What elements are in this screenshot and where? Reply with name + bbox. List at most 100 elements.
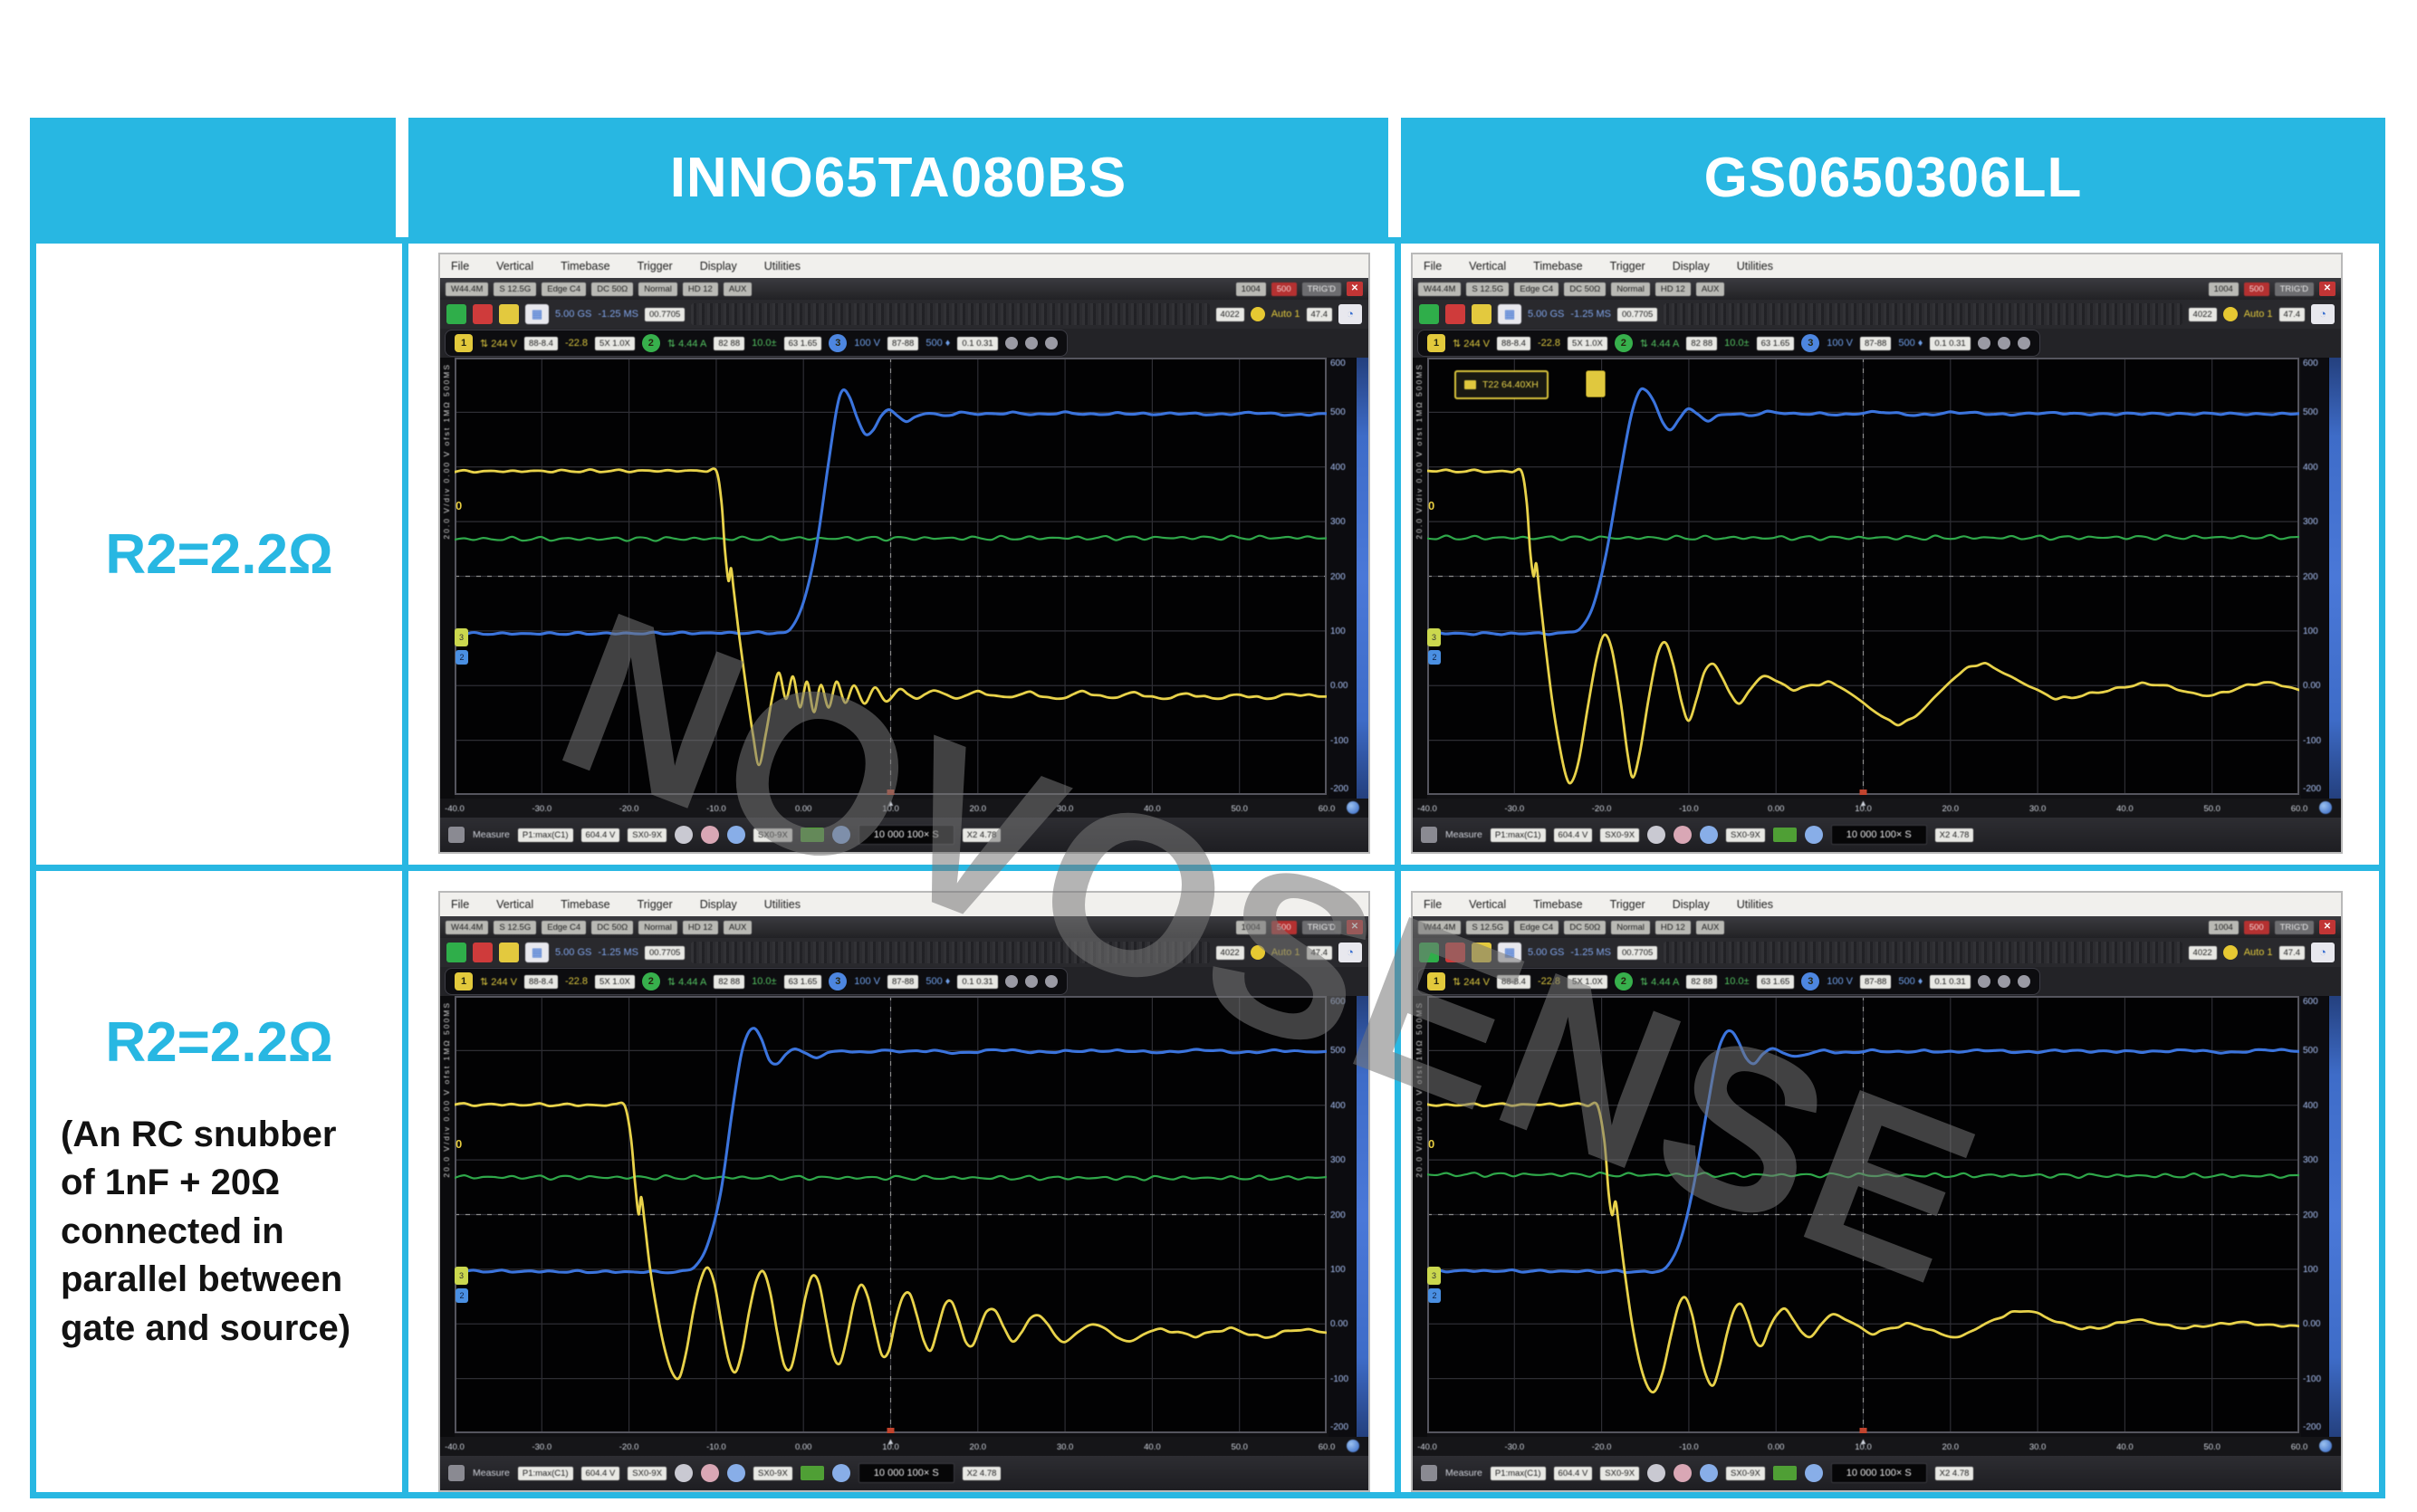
menu-item[interactable]: Vertical [496,898,534,911]
menu-item[interactable]: Vertical [496,260,534,273]
stop-button[interactable] [1445,943,1465,962]
grid-mode-icon[interactable]: ▦ [525,304,549,324]
trigger-level-box[interactable]: 47.4 [2278,945,2305,960]
channel-1-box2[interactable]: 5X 1.0X [595,974,635,989]
trigger-tooltip-button[interactable] [1586,370,1606,397]
touch-icon[interactable] [1804,1464,1823,1482]
aux-box[interactable]: X2 4.78 [962,828,1002,842]
channel-2-box2[interactable]: 63 1.65 [783,974,822,989]
menu-item[interactable]: Trigger [1609,260,1645,273]
trigger-mode-icon[interactable] [1250,945,1265,960]
stop-badge[interactable]: 500 [1271,282,1297,296]
trigger-level-box[interactable]: 47.4 [1306,307,1332,321]
channel-1-chip[interactable]: 1 [1427,334,1445,352]
cursor-box[interactable]: SX0-9X [1726,828,1765,842]
channel-1-box[interactable]: 88-8.4 [1497,336,1530,350]
measure-box-1[interactable]: P1:max(C1) [1490,828,1546,842]
channel-menu-icon[interactable] [2017,975,2030,988]
menu-item[interactable]: Timebase [561,898,610,911]
utility-icon[interactable]: ◔ [2311,943,2335,962]
trigger-level-box[interactable]: 47.4 [2278,307,2305,321]
timebase-box[interactable]: 00.7705 [645,945,686,960]
math-icon[interactable] [1700,826,1719,844]
channel-2-box[interactable]: 82 88 [1686,974,1718,989]
trigger-level-box[interactable]: 47.4 [1306,945,1332,960]
menu-item[interactable]: Trigger [1609,898,1645,911]
single-button[interactable] [1472,943,1491,962]
channel-3-chip[interactable]: 3 [1801,972,1820,990]
channel-1-chip[interactable]: 1 [455,334,473,352]
channel-3-box2[interactable]: 0.1 0.31 [1930,974,1971,989]
channel-1-box[interactable]: 88-8.4 [524,336,558,350]
channel-menu-icon[interactable] [1004,975,1018,988]
menu-item[interactable]: Timebase [561,260,610,273]
vertical-scrollbar[interactable] [1356,996,1368,1437]
trigger-level-marker[interactable]: 3 [455,628,468,647]
channel-1-box[interactable]: 88-8.4 [524,974,558,989]
single-button[interactable] [499,943,519,962]
utility-icon[interactable]: ◔ [1338,304,1362,324]
channel-2-box2[interactable]: 63 1.65 [1756,974,1795,989]
channel-3-chip[interactable]: 3 [829,972,848,990]
trigger-box[interactable]: 4022 [2188,945,2217,960]
math-icon[interactable] [727,826,746,844]
touch-icon[interactable] [831,826,850,844]
math-icon[interactable] [1700,1464,1719,1482]
channel-3-box[interactable]: 87-88 [1860,974,1892,989]
measure-box-3[interactable]: SX0-9X [628,828,667,842]
cursor-box[interactable]: SX0-9X [753,1466,792,1480]
math-icon[interactable] [727,1464,746,1482]
measure-box-1[interactable]: P1:max(C1) [517,1466,573,1480]
channel-menu-icon[interactable] [1044,975,1058,988]
trigger-level-marker[interactable]: 3 [455,1267,468,1286]
menu-item[interactable]: Vertical [1469,898,1507,911]
trigger-level-marker[interactable]: 3 [1427,628,1441,647]
trigger-mode-icon[interactable] [2222,307,2238,321]
measure-box-2[interactable]: 604.4 V [1553,1466,1593,1480]
channel-menu-icon[interactable] [1024,975,1038,988]
channel-2-chip[interactable]: 2 [641,972,660,990]
history-icon[interactable] [1647,1464,1666,1482]
measure-box-1[interactable]: P1:max(C1) [1490,1466,1546,1480]
channel-2-box2[interactable]: 63 1.65 [783,336,822,350]
touch-icon[interactable] [831,1464,850,1482]
measure-icon[interactable] [448,827,465,843]
zoom-icon[interactable] [701,1464,720,1482]
aux-box[interactable]: X2 4.78 [1934,828,1974,842]
channel-1-box2[interactable]: 5X 1.0X [1568,974,1607,989]
measure-box-2[interactable]: 604.4 V [580,828,620,842]
channel-3-box[interactable]: 87-88 [887,336,919,350]
stop-badge[interactable]: 500 [2243,282,2269,296]
menu-item[interactable]: Utilities [1736,898,1774,911]
menu-item[interactable]: Display [1672,898,1710,911]
trigger-mode-icon[interactable] [1250,307,1265,321]
channel-menu-icon[interactable] [2017,337,2030,349]
zoom-icon[interactable] [1674,1464,1693,1482]
menu-item[interactable]: Display [1672,260,1710,273]
timebase-box[interactable]: 00.7705 [1617,307,1658,321]
channel-menu-icon[interactable] [1004,337,1018,349]
channel-menu-icon[interactable] [1997,337,2010,349]
menu-item[interactable]: Display [699,898,737,911]
stop-button[interactable] [473,943,493,962]
channel-menu-icon[interactable] [1024,337,1038,349]
trigger-box[interactable]: 4022 [1215,945,1244,960]
channel-2-box2[interactable]: 63 1.65 [1756,336,1795,350]
aux-box[interactable]: X2 4.78 [962,1466,1002,1480]
channel-menu-icon[interactable] [1977,337,1990,349]
close-icon[interactable]: ✕ [1347,920,1363,934]
menu-item[interactable]: Timebase [1533,898,1583,911]
channel-3-box[interactable]: 87-88 [887,974,919,989]
measure-box-1[interactable]: P1:max(C1) [517,828,573,842]
cursor-box[interactable]: SX0-9X [753,828,792,842]
channel-offset-marker[interactable]: 2 [1428,1287,1441,1303]
channel-3-box[interactable]: 87-88 [1860,336,1892,350]
timebase-box[interactable]: 00.7705 [645,307,686,321]
history-icon[interactable] [1647,826,1666,844]
history-icon[interactable] [675,1464,694,1482]
vertical-scrollbar[interactable] [2328,996,2341,1437]
channel-3-box2[interactable]: 0.1 0.31 [957,974,998,989]
menu-item[interactable]: Display [699,260,737,273]
channel-2-chip[interactable]: 2 [641,334,660,352]
menu-item[interactable]: Timebase [1533,260,1583,273]
